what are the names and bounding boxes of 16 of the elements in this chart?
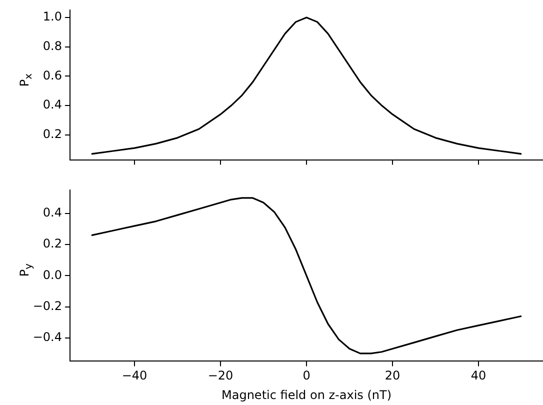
y-tick-label: 1.0 [42, 10, 62, 24]
x-tick-label: 20 [384, 368, 400, 383]
y-tick-label: 0.8 [42, 38, 62, 53]
y-tick-label: −0.2 [32, 298, 62, 313]
y-tick-label: 0.6 [42, 68, 62, 82]
x-tick-label: −40 [122, 368, 148, 383]
y-tick-label: 0.4 [42, 98, 62, 112]
y-tick-label: 0.2 [42, 236, 62, 251]
y-tick-label: 0.2 [42, 126, 62, 141]
x-tick-label: 0 [302, 368, 310, 383]
y-tick-label: 0.0 [42, 268, 62, 282]
x-tick-label: 40 [470, 368, 486, 383]
x-tick-label: −20 [208, 368, 234, 383]
y-tick-label: 0.4 [42, 206, 62, 220]
x-axis-title: Magnetic field on z-axis (nT) [221, 388, 392, 402]
y-tick-label: −0.4 [32, 330, 62, 344]
